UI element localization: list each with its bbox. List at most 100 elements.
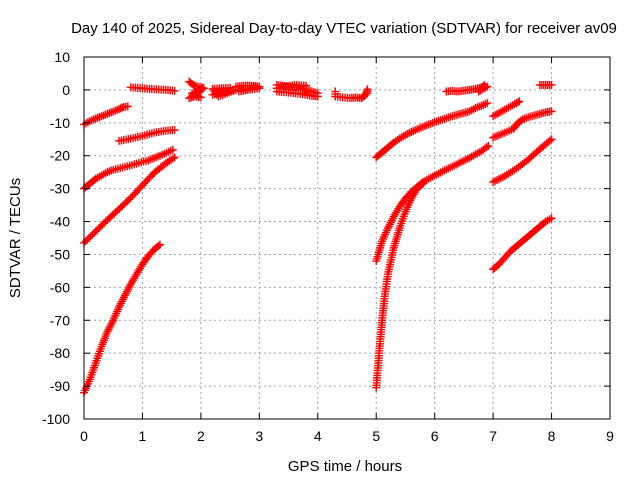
data-point [384,222,393,231]
data-point [547,107,556,116]
data-point [152,153,161,162]
data-point [415,124,424,133]
chart-title: Day 140 of 2025, Sidereal Day-to-day VTE… [71,20,617,37]
data-point [313,92,322,101]
series-arc-q [489,107,556,142]
data-point [547,135,556,144]
data-point [409,127,418,136]
data-point [405,129,414,138]
data-point [469,105,478,114]
series-arc-f [126,83,179,95]
data-point [115,303,124,312]
data-point [386,218,395,227]
x-tick-label: 1 [139,428,147,444]
data-point [255,84,264,93]
series-arc-l [372,99,492,162]
data-point [545,215,554,224]
x-tick-label: 4 [314,428,322,444]
data-point [424,120,433,129]
data-point [87,116,96,125]
data-point [107,320,116,329]
x-tick-label: 5 [372,428,380,444]
data-point [481,99,490,108]
series-arc-e [115,126,179,145]
data-point [383,224,392,233]
data-point [420,121,429,130]
data-point [104,325,113,334]
data-point [85,117,94,126]
data-point [413,125,422,134]
data-point [473,103,482,112]
grid-lines [84,57,610,419]
data-point [363,89,372,98]
data-point [494,131,503,140]
data-point [518,115,527,124]
data-point [482,143,491,152]
data-point [117,299,126,308]
data-point [480,80,489,89]
x-tick-label: 7 [489,428,497,444]
data-point [101,169,110,178]
x-tick-labels: 0 1 2 3 4 5 6 7 8 9 [80,428,614,444]
data-point [154,152,163,161]
data-point [146,155,155,164]
x-tick-label: 3 [255,428,263,444]
data-point [491,132,500,141]
x-tick-label: 0 [80,428,88,444]
y-tick-labels: 10 0 -10 -20 -30 -40 -50 -60 -70 -80 -90 -100 [42,49,70,427]
data-point [91,114,100,123]
data-point [484,141,493,150]
series-arc-d [80,240,164,397]
data-point [170,126,179,135]
data-point [121,289,130,298]
data-point [150,154,159,163]
x-tick-label: 2 [197,428,205,444]
data-point [426,119,435,128]
data-point [493,131,502,140]
data-point [418,179,427,188]
data-point [479,100,488,109]
data-point [107,166,116,175]
data-point [477,101,486,110]
data-point [489,133,498,142]
series-arc-i [231,81,264,96]
data-point [95,113,104,122]
data-point [105,323,114,332]
data-point [418,122,427,131]
data-point [475,102,484,111]
y-tick-label: -90 [50,378,70,394]
data-point [302,81,311,90]
data-point [116,301,125,310]
data-point [513,98,522,107]
series-arc-j [272,80,322,101]
data-point [226,83,235,92]
y-tick-label: -100 [42,411,70,427]
data-point [428,118,437,127]
data-point [471,104,480,113]
plot-frame [83,56,611,420]
data-point [107,108,116,117]
y-tick-label: -50 [50,246,70,262]
y-axis-label: SDTVAR / TECUs [7,178,24,298]
data-point [120,291,129,300]
data-point [97,112,106,121]
data-point [101,110,110,119]
data-point [168,145,177,154]
data-point [385,220,394,229]
data-point [119,293,128,302]
data-point [189,80,198,89]
data-point [170,153,179,162]
data-point [547,80,556,89]
data-point [89,115,98,124]
data-point [103,327,112,336]
data-point [124,283,133,292]
series-arc-p [489,97,524,121]
series-arc-m [372,141,493,266]
data-point [123,102,132,111]
data-point [111,106,120,115]
series-arc-r [489,135,556,187]
data-point [103,168,112,177]
data-point [545,136,554,145]
data-point [113,105,122,114]
